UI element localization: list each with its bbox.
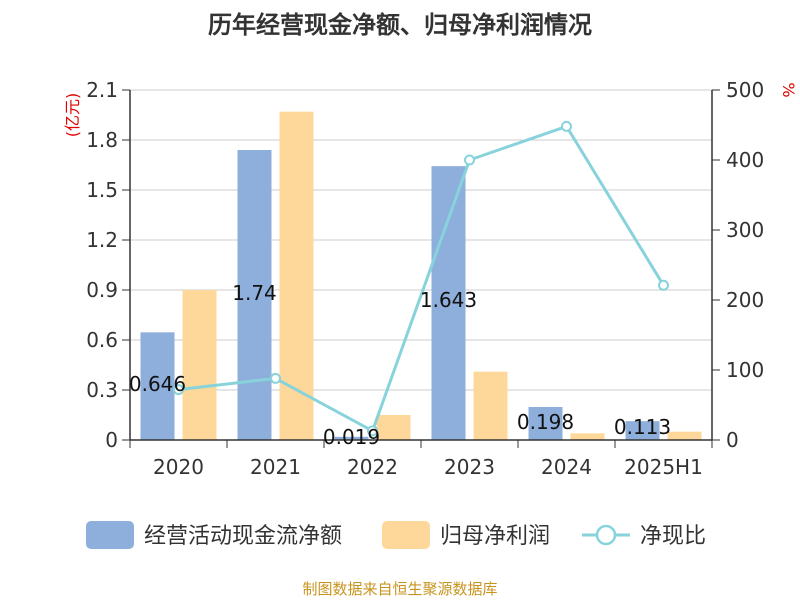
- x-tick-label: 2020: [153, 455, 204, 479]
- x-tick-label: 2025H1: [624, 455, 703, 479]
- left-tick-label: 1.5: [86, 178, 118, 202]
- data-label: 1.74: [232, 281, 277, 305]
- bar-profit: [473, 371, 508, 440]
- legend-marker-ratio: [595, 524, 617, 546]
- bar-cashflow: [528, 407, 563, 440]
- x-tick-label: 2024: [541, 455, 592, 479]
- data-label: 0.113: [614, 415, 671, 439]
- legend-swatch-profit: [382, 521, 430, 549]
- left-tick-label: 0: [105, 428, 118, 452]
- data-label: 0.019: [323, 425, 380, 449]
- source-note: 制图数据来自恒生聚源数据库: [302, 580, 497, 598]
- left-tick-label: 0.3: [86, 378, 118, 402]
- right-tick-label: 300: [726, 218, 764, 242]
- x-tick-label: 2021: [250, 455, 301, 479]
- ratio-point: [464, 154, 475, 166]
- left-tick-label: 1.2: [86, 228, 118, 252]
- data-label: 0.646: [129, 372, 186, 396]
- left-tick-label: 0.6: [86, 328, 118, 352]
- right-tick-label: 500: [726, 78, 764, 102]
- ratio-point: [173, 384, 184, 396]
- x-tick-label: 2022: [347, 455, 398, 479]
- ratio-point: [367, 425, 378, 437]
- legend-label-ratio: 净现比: [640, 524, 706, 549]
- ratio-point: [658, 279, 669, 291]
- bar-profit: [570, 433, 605, 440]
- left-axis-unit: (亿元): [63, 93, 82, 138]
- bar-cashflow: [140, 332, 175, 440]
- right-tick-label: 100: [726, 358, 764, 382]
- ratio-point: [561, 120, 572, 132]
- right-tick-label: 200: [726, 288, 764, 312]
- legend-label-profit: 归母净利润: [440, 524, 550, 549]
- bar-cashflow: [431, 166, 466, 440]
- bar-profit: [182, 290, 217, 440]
- right-axis-unit: %: [779, 82, 798, 97]
- bar-profit: [376, 415, 411, 440]
- right-tick-label: 0: [726, 428, 739, 452]
- left-tick-label: 0.9: [86, 278, 118, 302]
- legend-label-cashflow: 经营活动现金流净额: [144, 524, 342, 549]
- x-tick-label: 2023: [444, 455, 495, 479]
- data-label: 0.198: [517, 410, 574, 434]
- data-label: 1.643: [420, 288, 477, 312]
- bar-cashflow: [625, 421, 660, 440]
- ratio-line: [178, 124, 665, 434]
- left-tick-label: 2.1: [86, 78, 118, 102]
- right-tick-label: 400: [726, 148, 764, 172]
- left-tick-label: 1.8: [86, 128, 118, 152]
- bar-cashflow: [334, 436, 369, 440]
- bar-profit: [667, 431, 702, 440]
- bar-cashflow: [237, 150, 272, 440]
- legend-swatch-cashflow: [86, 521, 134, 549]
- ratio-point: [270, 372, 281, 384]
- chart-title: 历年经营现金净额、归母净利润情况: [208, 11, 592, 39]
